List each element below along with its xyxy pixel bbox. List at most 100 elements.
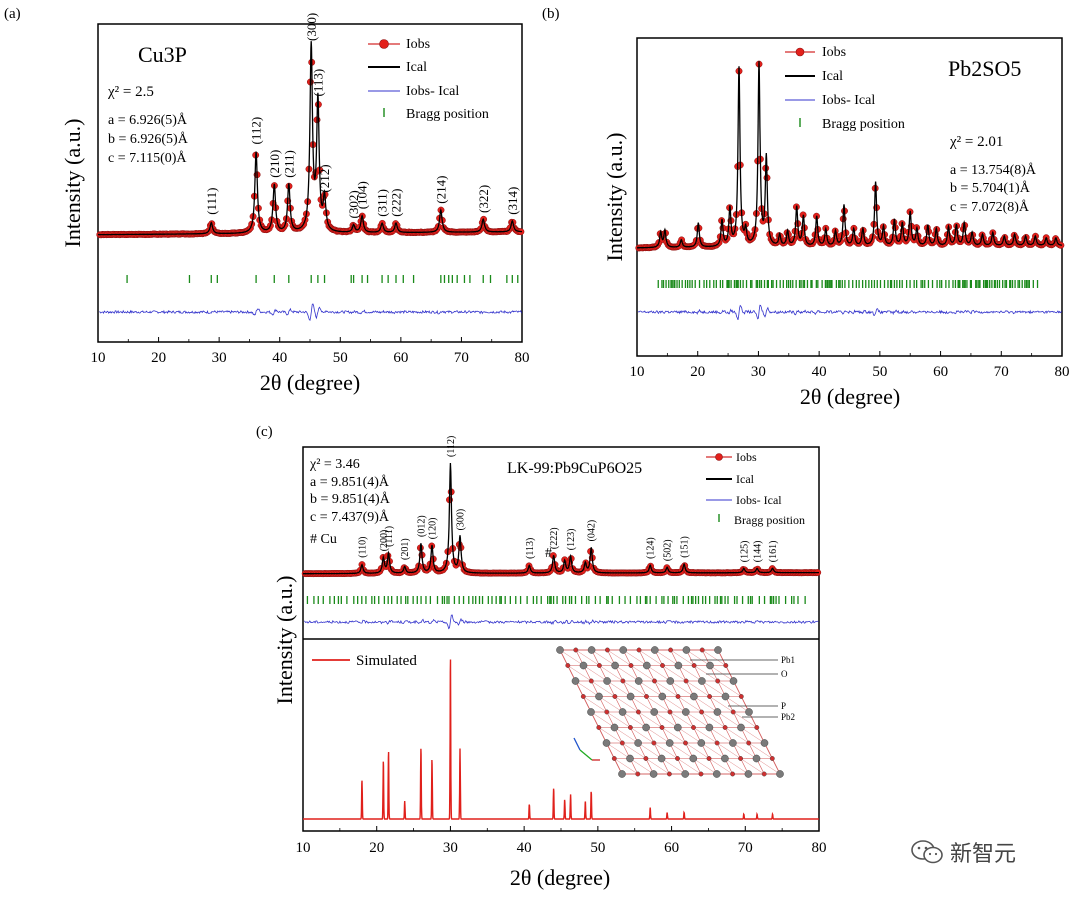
o-atom (761, 771, 767, 777)
panel-b-observed-points (635, 60, 1065, 252)
o-atom (565, 663, 571, 668)
x-tick-label: 30 (751, 364, 766, 380)
panel-b-title: Pb2SO5 (948, 56, 1021, 81)
x-tick-label: 50 (590, 840, 605, 856)
lattice-bond (638, 649, 663, 666)
panel-b-chi2: χ² = 2.01 (949, 134, 1003, 150)
lattice-bond (685, 680, 710, 697)
x-tick-label: 30 (212, 350, 227, 366)
o-atom (714, 740, 720, 746)
o-atom (573, 647, 579, 653)
peak-label: (210) (267, 150, 282, 178)
legend-iobs: Iobs (406, 37, 430, 52)
x-tick-label: 20 (151, 350, 166, 366)
lattice-bond (646, 727, 670, 744)
structure-label-pb2: Pb2 (781, 712, 795, 722)
o-atom (628, 663, 634, 668)
crystal-structure-inset: Pb1 O P Pb2 (556, 646, 795, 778)
x-tick-label: 70 (738, 840, 753, 856)
o-atom (588, 678, 594, 684)
panel-b-legend: Iobs Ical Iobs- Ical Bragg position (785, 45, 905, 132)
o-atom (722, 725, 728, 730)
pb-atom (571, 677, 580, 685)
lattice-bond (694, 665, 718, 682)
lattice-bond (756, 758, 781, 775)
lattice-bond (630, 665, 655, 682)
pb-atom (579, 661, 588, 670)
legend-iobs-marker (795, 47, 805, 57)
panel-b: (b) Pb2SO5 χ² = 2.01 a = 13.754(8)Å b = … (542, 6, 1070, 409)
lattice-bond (645, 758, 670, 775)
legend-simulated: Simulated (356, 653, 417, 669)
pb-atom (642, 723, 650, 732)
panel-c-impurity-marker: # (545, 546, 552, 561)
peak-label: (300) (456, 509, 467, 531)
pb-atom (610, 723, 619, 732)
pb-atom (697, 739, 706, 747)
legend-ical: Ical (406, 60, 427, 75)
pb-atom (587, 646, 596, 654)
lattice-bond (654, 711, 678, 728)
panel-c-label: (c) (256, 424, 273, 440)
o-atom (596, 725, 602, 730)
pb-atom (752, 754, 761, 763)
peak-label: (111) (384, 526, 395, 547)
panel-b-label: (b) (542, 6, 560, 22)
panel-c-param-c: c = 7.437(9)Å (310, 509, 390, 525)
o-atom (636, 647, 642, 653)
panel-a-difference-curve (99, 303, 522, 322)
panel-a-param-b: b = 6.926(5)Å (108, 131, 189, 147)
x-tick-label: 10 (630, 364, 645, 380)
x-tick-label: 80 (1055, 364, 1070, 380)
pb-atom (665, 739, 674, 747)
panel-a-peak-labels: (111) (112)(210) (211) (300) (113) (212) (302)… (204, 13, 520, 219)
lattice-bond (638, 680, 663, 697)
peak-label: (311) (375, 189, 390, 217)
calculated-curve (98, 41, 522, 236)
lattice-bond (630, 696, 655, 713)
o-atom (668, 647, 673, 653)
lattice-bond (661, 727, 686, 744)
pb-atom (682, 646, 691, 654)
x-tick-label: 50 (333, 350, 348, 366)
lattice-bond (662, 696, 686, 713)
panel-a-param-c: c = 7.115(0)Å (108, 150, 187, 166)
pb-atom (626, 754, 634, 763)
lattice-bond (677, 758, 702, 775)
o-atom (723, 663, 729, 668)
o-atom (643, 756, 649, 761)
peak-label: (214) (433, 176, 448, 204)
difference-curve (304, 614, 819, 630)
lattice-bond (614, 727, 639, 744)
structure-lattice (556, 646, 784, 778)
pb-atom (721, 692, 730, 701)
structure-label-pb1: Pb1 (781, 655, 795, 665)
simulated-curve (303, 659, 819, 820)
pb-atom (713, 708, 722, 716)
peak-label: (300) (304, 13, 319, 41)
lattice-bond (622, 680, 647, 697)
peak-label: (502) (663, 539, 674, 561)
peak-label: (120) (428, 518, 439, 540)
lattice-bond (693, 758, 717, 775)
lattice-bond (693, 727, 718, 744)
legend-iobs-marker (379, 39, 389, 49)
panel-a: (a) Cu3P χ² = 2.5 a = 6.926(5)Å b = 6.92… (4, 6, 530, 395)
peak-label: (125) (739, 541, 750, 563)
legend-ical: Ical (822, 69, 843, 84)
pb-atom (634, 739, 642, 747)
panel-a-bragg-positions (126, 275, 519, 283)
pb-atom (681, 770, 690, 778)
lattice-bond (583, 665, 608, 682)
panel-b-param-b: b = 5.704(1)Å (950, 180, 1031, 196)
lattice-bond (614, 758, 638, 775)
x-tick-label: 70 (994, 364, 1009, 380)
pb-atom (666, 677, 675, 685)
watermark-text: 新智元 (950, 842, 1017, 867)
pb-atom (657, 754, 666, 763)
o-atom (667, 771, 672, 777)
o-atom (707, 694, 712, 699)
o-atom (597, 663, 602, 668)
panel-a-label: (a) (4, 6, 21, 22)
lattice-bond (740, 727, 765, 744)
